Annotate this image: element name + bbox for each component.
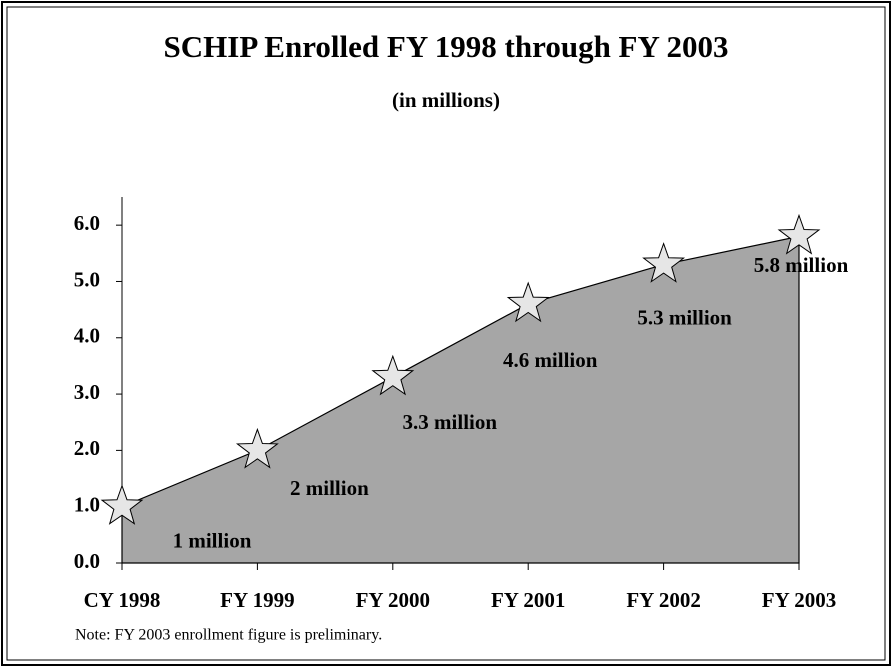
data-label: 5.3 million bbox=[637, 305, 732, 329]
y-tick-label: 0.0 bbox=[74, 549, 100, 573]
data-label: 4.6 million bbox=[503, 348, 598, 372]
x-tick-label: CY 1998 bbox=[84, 588, 161, 612]
area bbox=[121, 235, 800, 564]
data-label: 3.3 million bbox=[403, 410, 498, 434]
y-tick-label: 4.0 bbox=[74, 324, 100, 348]
x-tick-label: FY 1999 bbox=[220, 588, 294, 612]
star-marker bbox=[100, 484, 144, 525]
x-tick-label: FY 2002 bbox=[626, 588, 700, 612]
x-tick-label: FY 2000 bbox=[356, 588, 430, 612]
data-label: 1 million bbox=[173, 529, 252, 553]
star-marker bbox=[371, 354, 415, 396]
y-tick-label: 5.0 bbox=[74, 267, 100, 291]
star-marker bbox=[777, 213, 821, 255]
y-tick-label: 3.0 bbox=[74, 380, 100, 404]
data-label: 5.8 million bbox=[754, 253, 849, 277]
x-tick-label: FY 2001 bbox=[491, 588, 565, 612]
chart-title: SCHIP Enrolled FY 1998 through FY 2003 bbox=[164, 29, 729, 64]
note: Note: FY 2003 enrollment figure is preli… bbox=[75, 627, 382, 644]
frame-inner bbox=[6, 6, 886, 661]
y-tick-label: 2.0 bbox=[74, 436, 100, 460]
y-tick-label: 6.0 bbox=[74, 211, 100, 235]
star-marker bbox=[235, 427, 279, 469]
data-label: 2 million bbox=[290, 476, 369, 500]
y-tick-label: 1.0 bbox=[74, 493, 100, 517]
chart-subtitle: (in millions) bbox=[392, 88, 500, 112]
star-marker bbox=[642, 242, 686, 283]
x-tick-label: FY 2003 bbox=[762, 588, 836, 612]
star-marker bbox=[506, 281, 550, 323]
